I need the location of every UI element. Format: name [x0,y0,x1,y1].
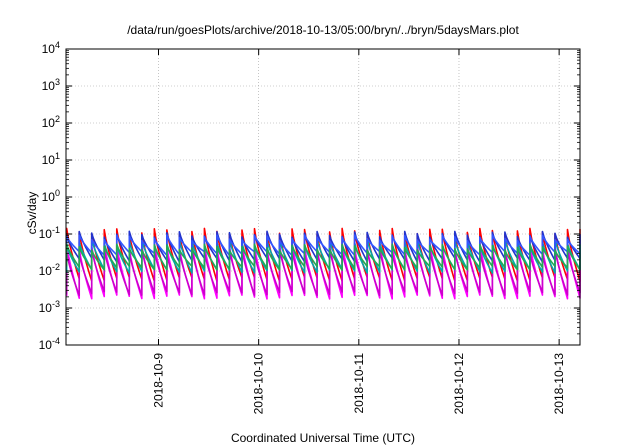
x-axis-label: Coordinated Universal Time (UTC) [231,431,415,445]
y-tick-label: 102 [42,114,60,130]
y-tick-label: 101 [42,151,60,167]
y-tick-label: 10-2 [39,262,60,278]
y-tick-labels: 10-4 10-3 10-2 10-1 100 101 102 103 104 [39,40,60,352]
y-axis-label: cSv/day [25,192,39,235]
y-tick-label: 10-3 [39,299,60,315]
x-tick-label: 2018-10-12 [452,353,466,415]
plot-frame [65,48,581,346]
axes [65,48,581,346]
y-tick-label: 10-1 [39,225,60,241]
series-line [65,247,581,297]
y-tick-label: 100 [42,188,60,204]
x-tick-label: 2018-10-9 [152,353,166,408]
y-tick-label: 10-4 [39,336,60,352]
series-group [65,227,581,300]
x-tick-label: 2018-10-11 [352,353,366,414]
x-tick-label: 2018-10-10 [252,353,266,415]
series-line [65,234,581,257]
grid-lines [66,49,580,345]
chart-title: /data/run/goesPlots/archive/2018-10-13/0… [127,23,519,37]
x-tick-label: 2018-10-13 [552,353,566,415]
series-line [65,243,581,271]
x-tick-labels: 2018-10-9 2018-10-10 2018-10-11 2018-10-12 2… [152,353,567,415]
y-tick-label: 104 [42,40,60,56]
y-tick-label: 103 [42,77,60,93]
